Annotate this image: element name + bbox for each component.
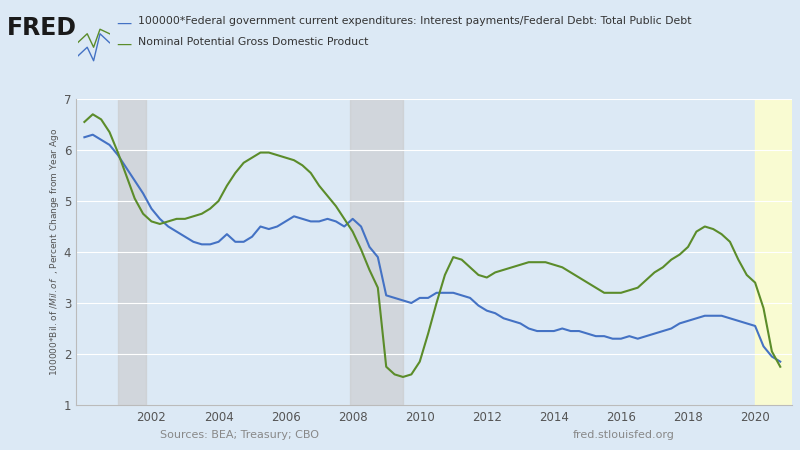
Text: Nominal Potential Gross Domestic Product: Nominal Potential Gross Domestic Product [138, 37, 369, 47]
Bar [118, 99, 146, 405]
Y-axis label: 100000*Bil. of $/Mil. of $  , Percent Change from Year Ago: 100000*Bil. of $/Mil. of $ , Percent Cha… [48, 128, 61, 376]
Text: FRED: FRED [6, 16, 77, 40]
Text: fred.stlouisfed.org: fred.stlouisfed.org [573, 430, 675, 440]
Text: —: — [116, 16, 131, 31]
Text: Sources: BEA; Treasury; CBO: Sources: BEA; Treasury; CBO [161, 430, 319, 440]
Text: —: — [116, 37, 131, 52]
Text: 100000*Federal government current expenditures: Interest payments/Federal Debt: : 100000*Federal government current expend… [138, 16, 692, 26]
Bar [350, 99, 403, 405]
Bar [755, 99, 792, 405]
